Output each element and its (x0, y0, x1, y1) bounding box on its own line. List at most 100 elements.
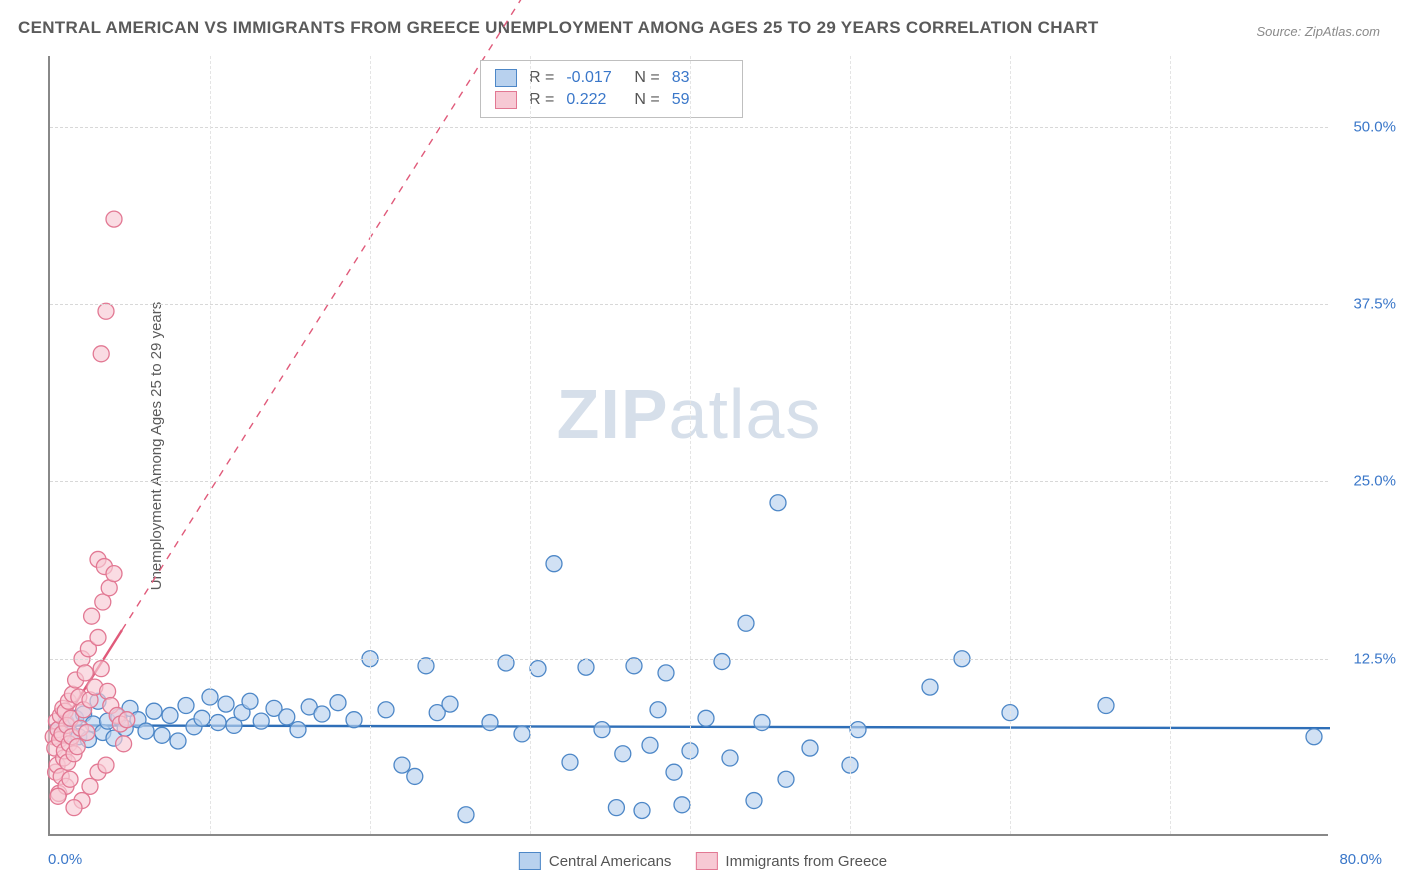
source-attribution: Source: ZipAtlas.com (1256, 24, 1380, 39)
data-point (666, 764, 682, 780)
data-point (178, 698, 194, 714)
chart-title: CENTRAL AMERICAN VS IMMIGRANTS FROM GREE… (18, 18, 1099, 38)
data-point (210, 715, 226, 731)
data-point (658, 665, 674, 681)
series-swatch (495, 91, 517, 109)
data-point (442, 696, 458, 712)
scatter-plot-svg (50, 56, 1328, 834)
legend-item: Central Americans (519, 852, 672, 870)
data-point (615, 746, 631, 762)
data-point (50, 788, 66, 804)
y-tick-label: 25.0% (1353, 473, 1396, 490)
data-point (407, 768, 423, 784)
data-point (119, 712, 135, 728)
data-point (626, 658, 642, 674)
data-point (194, 710, 210, 726)
data-point (138, 723, 154, 739)
data-point (116, 736, 132, 752)
data-point (850, 722, 866, 738)
data-point (650, 702, 666, 718)
data-point (330, 695, 346, 711)
data-point (290, 722, 306, 738)
data-point (170, 733, 186, 749)
data-point (922, 679, 938, 695)
stats-r-label: R = (529, 91, 554, 109)
vgridline (210, 56, 211, 834)
data-point (546, 556, 562, 572)
data-point (778, 771, 794, 787)
data-point (634, 802, 650, 818)
stats-n-label: N = (634, 69, 659, 87)
data-point (77, 665, 93, 681)
vgridline (530, 56, 531, 834)
data-point (62, 771, 78, 787)
y-tick-label: 37.5% (1353, 296, 1396, 313)
data-point (770, 495, 786, 511)
data-point (100, 683, 116, 699)
legend-item: Immigrants from Greece (695, 852, 887, 870)
data-point (514, 726, 530, 742)
stats-n-label: N = (634, 91, 659, 109)
gridline (50, 659, 1328, 660)
data-point (498, 655, 514, 671)
legend-label: Central Americans (549, 853, 672, 870)
data-point (608, 800, 624, 816)
data-point (378, 702, 394, 718)
data-point (90, 629, 106, 645)
data-point (162, 707, 178, 723)
data-point (93, 346, 109, 362)
gridline (50, 481, 1328, 482)
trend-line-dashed (122, 0, 530, 630)
vgridline (1170, 56, 1171, 834)
data-point (594, 722, 610, 738)
data-point (754, 715, 770, 731)
data-point (69, 739, 85, 755)
data-point (84, 608, 100, 624)
data-point (146, 703, 162, 719)
legend-swatch (695, 852, 717, 870)
data-point (578, 659, 594, 675)
data-point (482, 715, 498, 731)
legend-swatch (519, 852, 541, 870)
data-point (346, 712, 362, 728)
data-point (698, 710, 714, 726)
data-point (106, 211, 122, 227)
gridline (50, 304, 1328, 305)
data-point (218, 696, 234, 712)
data-point (79, 724, 95, 740)
y-tick-label: 50.0% (1353, 118, 1396, 135)
gridline (50, 127, 1328, 128)
stats-r-value: -0.017 (566, 69, 622, 87)
stats-n-value: 59 (672, 91, 728, 109)
data-point (418, 658, 434, 674)
data-point (93, 661, 109, 677)
x-axis-min-label: 0.0% (48, 851, 82, 868)
stats-r-label: R = (529, 69, 554, 87)
stats-r-value: 0.222 (566, 91, 622, 109)
data-point (279, 709, 295, 725)
stats-n-value: 83 (672, 69, 728, 87)
stats-legend-box: R = -0.017 N = 83 R = 0.222 N = 59 (480, 60, 743, 118)
data-point (530, 661, 546, 677)
data-point (738, 615, 754, 631)
data-point (66, 800, 82, 816)
data-point (98, 303, 114, 319)
data-point (394, 757, 410, 773)
data-point (802, 740, 818, 756)
data-point (98, 757, 114, 773)
x-axis-max-label: 80.0% (1339, 851, 1382, 868)
data-point (1098, 698, 1114, 714)
data-point (722, 750, 738, 766)
data-point (746, 793, 762, 809)
data-point (458, 807, 474, 823)
bottom-legend: Central Americans Immigrants from Greece (519, 852, 887, 870)
data-point (242, 693, 258, 709)
data-point (154, 727, 170, 743)
data-point (314, 706, 330, 722)
data-point (562, 754, 578, 770)
vgridline (1010, 56, 1011, 834)
legend-label: Immigrants from Greece (725, 853, 887, 870)
series-swatch (495, 69, 517, 87)
plot-area: ZIPatlas R =-0.017N =83R =0.222N =59 12.… (48, 56, 1328, 836)
y-tick-label: 12.5% (1353, 650, 1396, 667)
